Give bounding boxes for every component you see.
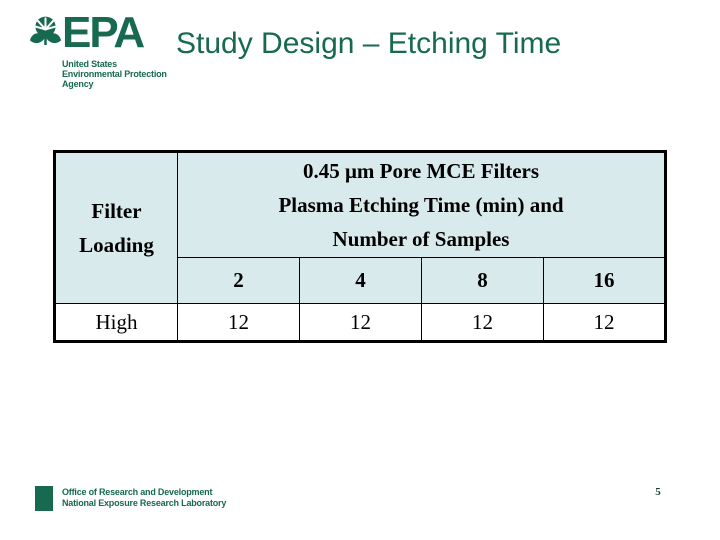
table-cell: 12 xyxy=(421,303,544,342)
page-number: 5 xyxy=(655,486,661,498)
table-span-header: 0.45 μm Pore MCE Filters Plasma Etching … xyxy=(176,151,667,258)
table-cell: 12 xyxy=(542,303,667,342)
epa-logo-text: EPA xyxy=(62,8,145,57)
epa-logo: EPA United States Environmental Protecti… xyxy=(29,8,167,89)
table-row: High 12 12 12 12 xyxy=(54,303,667,342)
footer-org-line-2: National Exposure Research Laboratory xyxy=(62,497,227,508)
epa-flower-icon xyxy=(29,14,62,58)
col-header-etch-8: 8 xyxy=(421,257,544,304)
table-cell: 12 xyxy=(177,303,300,342)
span-header-line-3: Number of Samples xyxy=(332,227,510,251)
study-design-table: Filter Loading 0.45 μm Pore MCE Filters … xyxy=(53,150,668,343)
span-header-line-1: 0.45 μm Pore MCE Filters xyxy=(302,159,540,183)
corner-header-filter-loading: Filter Loading xyxy=(54,151,178,304)
col-header-etch-16: 16 xyxy=(542,257,667,304)
epa-tagline-line-2: Environmental Protection xyxy=(62,69,167,79)
footer-square-decoration xyxy=(35,486,53,511)
col-header-etch-4: 4 xyxy=(299,257,422,304)
epa-tagline-line-3: Agency xyxy=(62,79,94,89)
epa-tagline: United States Environmental Protection A… xyxy=(62,59,167,89)
row-label-high: High xyxy=(54,303,178,342)
table-cell: 12 xyxy=(299,303,422,342)
page-title: Study Design – Etching Time xyxy=(176,27,562,60)
org-footer: Office of Research and Development Natio… xyxy=(35,486,226,511)
span-header-line-2: Plasma Etching Time (min) and xyxy=(278,193,564,217)
col-header-etch-2: 2 xyxy=(177,257,300,304)
corner-header-line-1: Filter xyxy=(91,199,142,223)
corner-header-line-2: Loading xyxy=(79,233,154,257)
footer-org-line-1: Office of Research and Development xyxy=(62,487,213,497)
epa-tagline-line-1: United States xyxy=(62,59,117,69)
